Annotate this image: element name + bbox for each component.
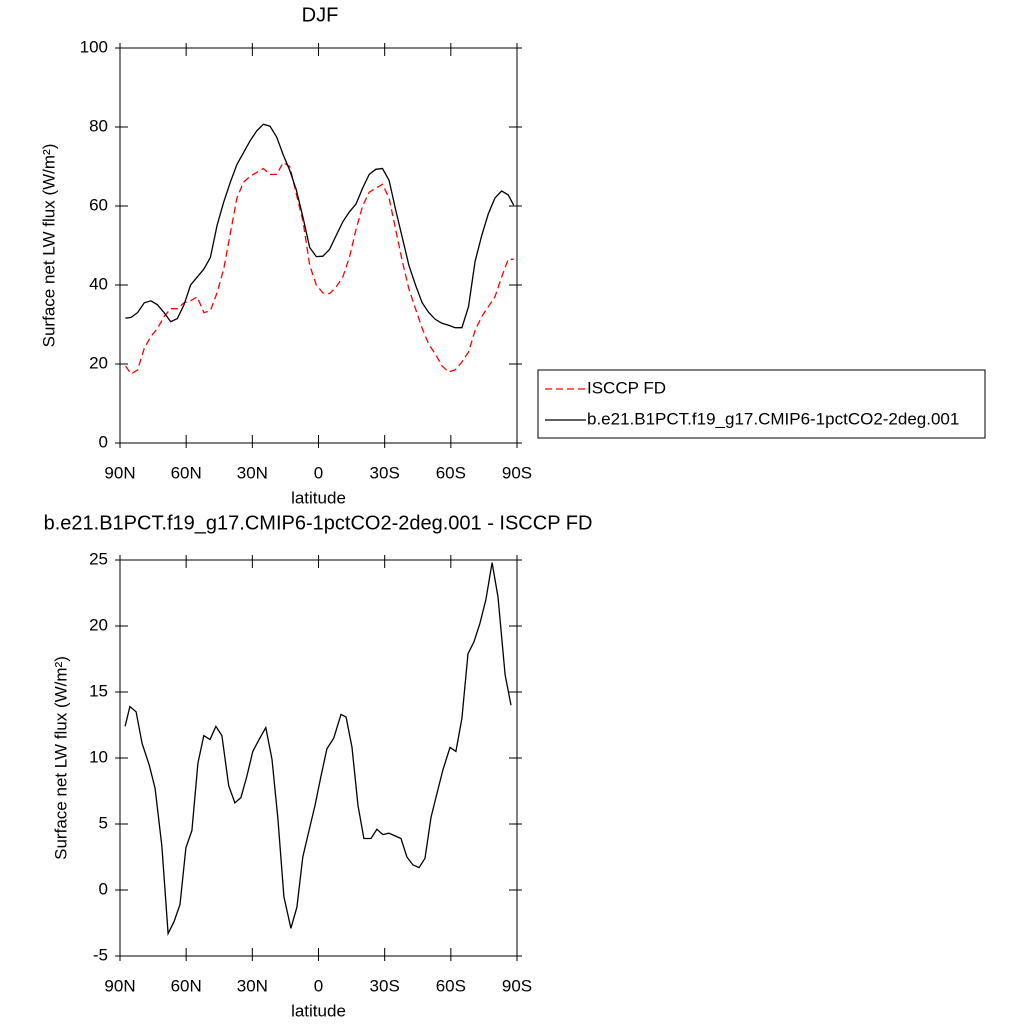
x-tick-label: 90N — [104, 976, 135, 995]
y-axis-label: Surface net LW flux (W/m²) — [51, 656, 70, 860]
y-tick-label: 15 — [89, 681, 108, 700]
plot-frame — [119, 559, 518, 957]
chart-title: DJF — [302, 4, 339, 26]
y-tick-label: 25 — [89, 549, 108, 568]
legend-label: b.e21.B1PCT.f19_g17.CMIP6-1pctCO2-2deg.0… — [587, 409, 959, 428]
chart-title: b.e21.B1PCT.f19_g17.CMIP6-1pctCO2-2deg.0… — [44, 512, 593, 534]
x-tick-label: 60N — [171, 463, 202, 482]
x-tick-label: 30N — [237, 463, 268, 482]
legend-box — [537, 369, 986, 439]
y-tick-label: 0 — [99, 432, 108, 451]
y-axis-label: Surface net LW flux (W/m²) — [39, 144, 58, 348]
x-tick-label: 90N — [104, 463, 135, 482]
series-line — [124, 161, 514, 375]
y-tick-label: 40 — [89, 274, 108, 293]
x-tick-label: 60S — [436, 463, 466, 482]
y-tick-label: 10 — [89, 747, 108, 766]
x-tick-label: 30S — [370, 463, 400, 482]
series-line — [125, 123, 515, 329]
y-tick-label: 0 — [99, 879, 108, 898]
x-axis-label: latitude — [291, 1001, 346, 1020]
x-tick-label: 0 — [314, 976, 323, 995]
x-tick-label: 30N — [237, 976, 268, 995]
x-axis-label: latitude — [291, 488, 346, 507]
y-tick-label: 5 — [99, 813, 108, 832]
y-tick-label: 100 — [80, 37, 108, 56]
y-tick-label: 60 — [89, 195, 108, 214]
x-tick-label: 60S — [436, 976, 466, 995]
x-tick-label: 30S — [370, 976, 400, 995]
plot-frame — [119, 47, 518, 444]
x-tick-label: 60N — [171, 976, 202, 995]
y-tick-label: 80 — [89, 116, 108, 135]
y-tick-label: -5 — [93, 945, 108, 964]
y-tick-label: 20 — [89, 353, 108, 372]
y-tick-label: 20 — [89, 615, 108, 634]
x-tick-label: 90S — [502, 976, 532, 995]
x-tick-label: 90S — [502, 463, 532, 482]
x-tick-label: 0 — [314, 463, 323, 482]
legend-label: ISCCP FD — [587, 378, 666, 397]
series-line — [124, 562, 512, 937]
